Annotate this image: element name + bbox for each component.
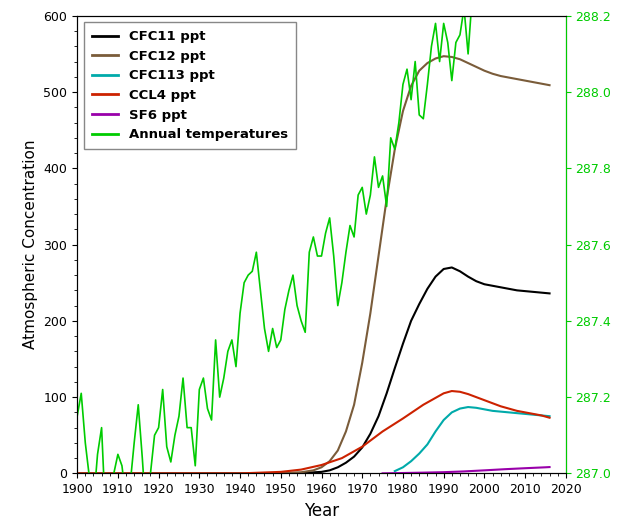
Legend: CFC11 ppt, CFC12 ppt, CFC113 ppt, CCL4 ppt, SF6 ppt, Annual temperatures: CFC11 ppt, CFC12 ppt, CFC113 ppt, CCL4 p…: [84, 23, 296, 149]
Y-axis label: Atmospheric Concentration: Atmospheric Concentration: [23, 140, 38, 349]
X-axis label: Year: Year: [304, 502, 339, 520]
